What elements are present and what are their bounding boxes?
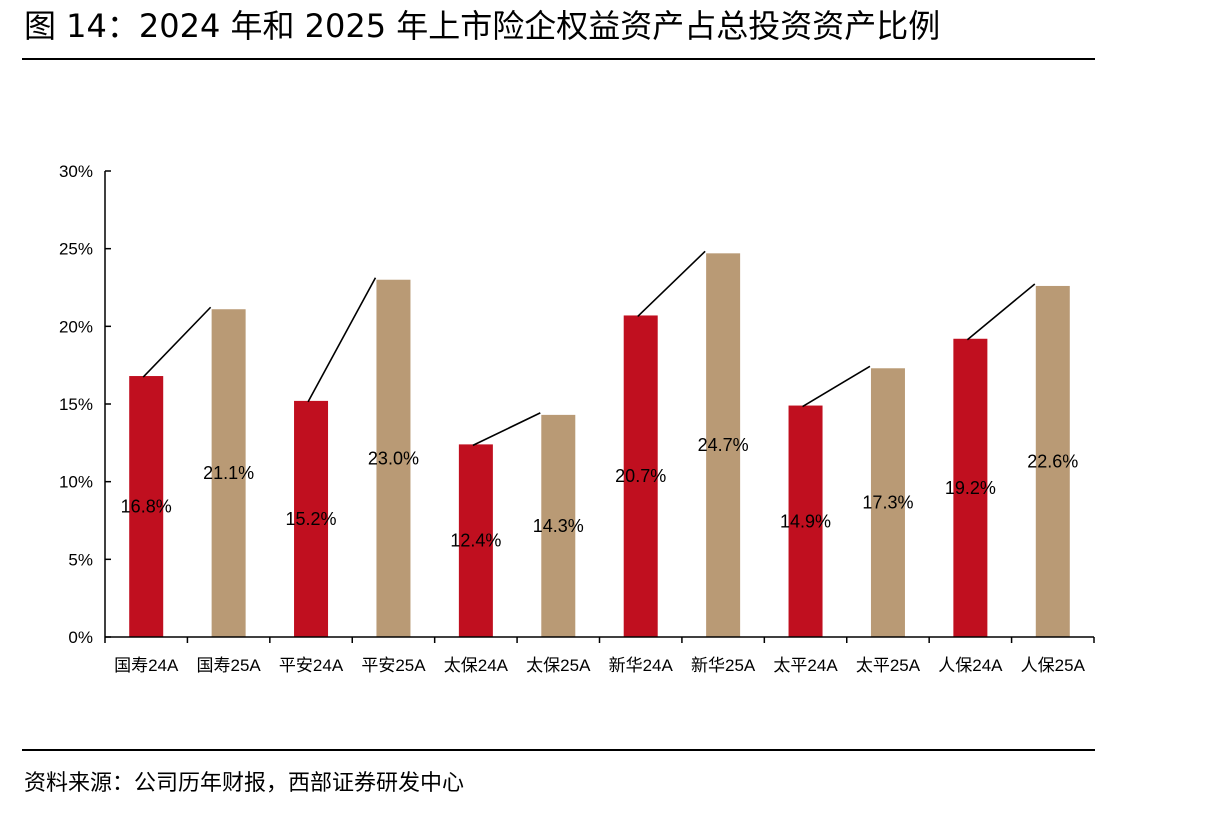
x-tick-label-新华25A: 新华25A — [691, 656, 756, 675]
bar-人保24A — [953, 338, 988, 637]
bar-太平24A — [788, 405, 823, 637]
y-tick-label-15: 15% — [59, 395, 93, 414]
x-tick-label-新华24A: 新华24A — [609, 656, 674, 675]
x-tick-label-太保25A: 太保25A — [526, 656, 591, 675]
value-label-平安24A: 15.2% — [286, 509, 337, 529]
title-rule — [22, 58, 1095, 60]
connector-line-平安24A-平安25A — [307, 277, 377, 403]
x-tick-label-国寿24A: 国寿24A — [114, 656, 179, 675]
source-rule — [22, 749, 1095, 751]
x-tick-label-人保24A: 人保24A — [938, 656, 1003, 675]
x-tick-label-太平24A: 太平24A — [773, 656, 838, 675]
value-label-人保24A: 19.2% — [945, 478, 996, 498]
value-label-国寿24A: 16.8% — [121, 497, 172, 517]
bar-平安24A — [294, 400, 329, 637]
x-tick-label-平安25A: 平安25A — [361, 656, 426, 675]
connector-line-新华24A-新华25A — [637, 250, 706, 318]
bar-新华25A — [706, 253, 741, 637]
y-tick-label-30: 30% — [59, 162, 93, 181]
value-label-新华25A: 24.7% — [698, 435, 749, 455]
value-label-国寿25A: 21.1% — [203, 463, 254, 483]
connector-line-人保24A-人保25A — [966, 283, 1036, 341]
value-label-太平24A: 14.9% — [780, 511, 831, 531]
value-label-太平25A: 17.3% — [862, 493, 913, 513]
connectors-layer — [142, 250, 1036, 447]
figure-title: 图 14：2024 年和 2025 年上市险企权益资产占总投资资产比例 — [24, 7, 941, 45]
y-tick-label-25: 25% — [59, 240, 93, 259]
value-label-人保25A: 22.6% — [1027, 451, 1078, 471]
connector-line-太保24A-太保25A — [472, 412, 541, 447]
y-tick-label-0: 0% — [68, 628, 93, 647]
x-tick-label-太平25A: 太平25A — [856, 656, 921, 675]
x-axis: 国寿24A 国寿25A 平安24A 平安25A 太保24A 太保25A 新华24A 新华25A… — [104, 636, 1095, 675]
value-label-太保24A: 12.4% — [450, 531, 501, 551]
source-note: 资料来源：公司历年财报，西部证券研发中心 — [24, 771, 465, 796]
connector-line-太平24A-太平25A — [802, 365, 871, 408]
bar-人保25A — [1035, 285, 1070, 637]
value-labels-layer: 16.8% 21.1% 15.2% 23.0% 12.4% 14.3% 20.7% 24.7%… — [121, 435, 1079, 551]
y-tick-label-20: 20% — [59, 317, 93, 336]
y-tick-label-5: 5% — [68, 550, 93, 569]
value-label-平安25A: 23.0% — [368, 448, 419, 468]
bar-新华24A — [623, 315, 658, 637]
bar-太保25A — [541, 414, 576, 637]
x-tick-label-平安24A: 平安24A — [279, 656, 344, 675]
x-tick-label-人保25A: 人保25A — [1021, 656, 1086, 675]
bar-太平25A — [870, 368, 905, 637]
bar-太保24A — [458, 444, 493, 637]
value-label-新华24A: 20.7% — [615, 466, 666, 486]
x-tick-label-国寿25A: 国寿25A — [197, 656, 262, 675]
bar-国寿24A — [129, 376, 164, 637]
y-tick-label-10: 10% — [59, 473, 93, 492]
bars-layer — [129, 253, 1070, 637]
value-label-太保25A: 14.3% — [533, 516, 584, 536]
bar-国寿25A — [211, 309, 246, 637]
connector-line-国寿24A-国寿25A — [142, 306, 212, 378]
bar-平安25A — [376, 279, 411, 637]
x-tick-label-太保24A: 太保24A — [444, 656, 509, 675]
y-axis: 0% 5% 10% 15% 20% 25% 30% — [59, 162, 111, 647]
